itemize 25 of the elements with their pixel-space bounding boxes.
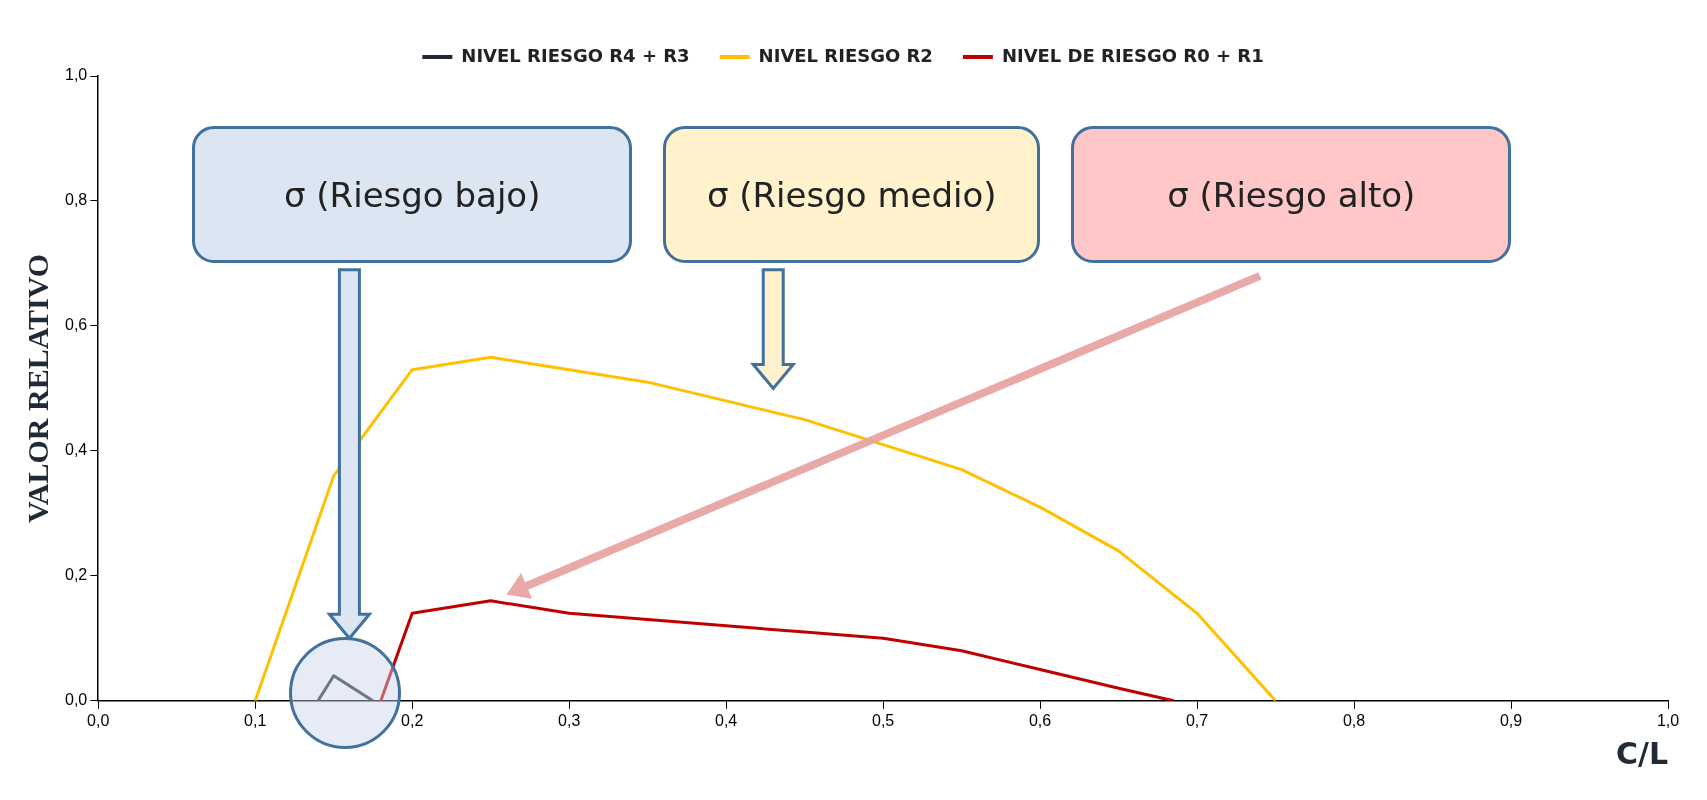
y-tick-label: 1,0: [64, 66, 88, 84]
legend-label: NIVEL RIESGO R2: [758, 44, 933, 66]
y-tick-label: 0,0: [64, 691, 88, 709]
x-tick-label: 0,1: [244, 711, 267, 729]
y-tick-label: 0,6: [64, 316, 88, 334]
x-tick-label: 0,2: [401, 711, 424, 729]
x-tick-label: 0,8: [1342, 711, 1366, 729]
x-tick-label: 0,9: [1499, 711, 1523, 729]
legend-label: NIVEL RIESGO R4 + R3: [461, 44, 690, 66]
x-tick-label: 0,4: [715, 711, 738, 729]
y-tick-label: 0,4: [64, 441, 88, 459]
y-tick-label: 0,8: [64, 191, 88, 209]
x-tick-label: 0,0: [87, 711, 110, 729]
x-tick-label: 1,0: [1656, 711, 1680, 729]
legend-label: NIVEL DE RIESGO R0 + R1: [1001, 44, 1264, 66]
x-tick-label: 0,7: [1185, 711, 1209, 729]
y-axis-title: VALOR RELATIVO: [20, 253, 54, 523]
rounded-box: σ (Riesgo medio): [663, 125, 1041, 264]
x-tick-label: 0,3: [558, 711, 581, 729]
rounded-box: σ (Riesgo alto): [1071, 125, 1511, 264]
rounded-box: σ (Riesgo bajo): [192, 125, 632, 264]
x-axis-title: C/L: [1615, 735, 1668, 771]
x-tick-label: 0,6: [1028, 711, 1052, 729]
y-tick-label: 0,2: [64, 566, 88, 584]
x-tick-label: 0,5: [872, 711, 895, 729]
